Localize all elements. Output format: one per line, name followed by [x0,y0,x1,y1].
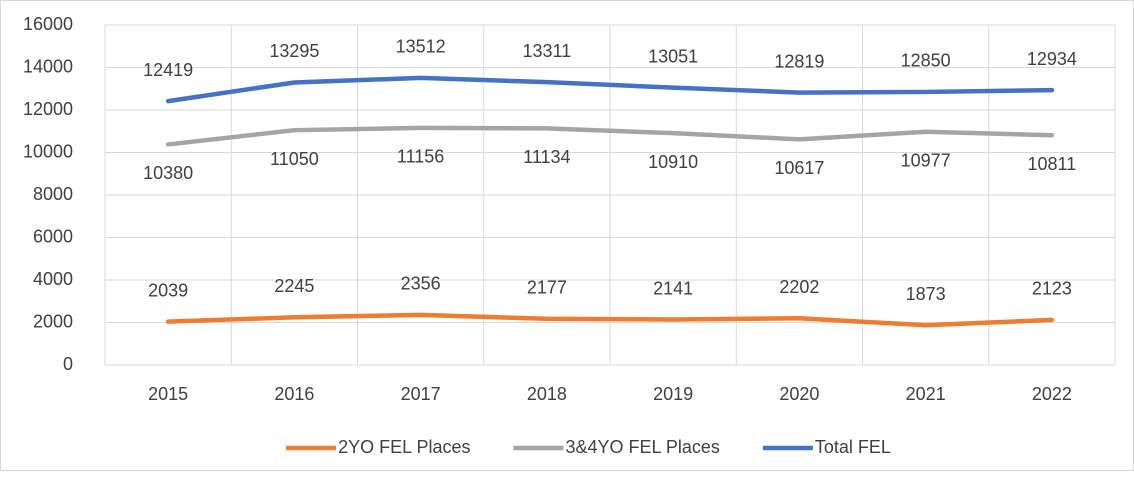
data-label: 1873 [906,284,946,304]
legend-label: 3&4YO FEL Places [565,437,719,457]
legend-item: Total FEL [762,437,891,457]
x-tick-label: 2022 [1032,384,1072,404]
series-line [165,125,1055,147]
data-label: 13295 [269,41,319,61]
legend-item: 2YO FEL Places [286,437,470,457]
y-tick-label: 6000 [33,226,73,246]
data-label: 11050 [270,149,319,169]
data-label: 2039 [148,280,188,300]
data-label: 2245 [274,276,314,296]
data-label: 12934 [1027,49,1077,69]
data-label: 2141 [653,278,693,298]
data-label: 2202 [779,277,819,297]
data-label: 11134 [523,147,570,167]
data-label: 12819 [774,51,824,71]
legend-item: 3&4YO FEL Places [513,437,720,457]
x-tick-label: 2021 [906,384,946,404]
chart-frame [0,0,1134,471]
x-tick-label: 2016 [274,384,314,404]
y-tick-label: 2000 [33,311,73,331]
y-tick-label: 8000 [33,184,73,204]
x-tick-label: 2015 [148,384,188,404]
data-label: 11156 [397,147,444,167]
x-tick-label: 2017 [401,384,441,404]
y-tick-label: 0 [63,354,73,374]
legend-label: 2YO FEL Places [338,437,470,457]
y-tick-label: 12000 [23,99,73,119]
x-tick-label: 2018 [527,384,567,404]
data-label: 10910 [648,152,698,172]
y-tick-label: 4000 [33,269,73,289]
x-tick-label: 2020 [779,384,819,404]
data-label: 2123 [1032,279,1072,299]
data-label: 13512 [396,37,446,57]
data-label: 13311 [523,41,572,61]
data-label: 10617 [774,158,824,178]
y-tick-label: 14000 [23,56,73,76]
data-label: 10811 [1028,154,1077,174]
y-tick-label: 10000 [23,141,73,161]
data-label: 12419 [143,60,193,80]
x-tick-label: 2019 [653,384,693,404]
data-label: 10380 [143,163,193,183]
data-label: 12850 [901,51,951,71]
series-line [165,312,1055,328]
series-line [165,75,1055,104]
data-label: 2177 [527,277,567,297]
data-label: 13051 [648,46,698,66]
data-label: 10977 [901,150,951,170]
data-label: 2356 [401,274,441,294]
legend-label: Total FEL [815,437,891,457]
y-tick-label: 16000 [23,14,73,34]
